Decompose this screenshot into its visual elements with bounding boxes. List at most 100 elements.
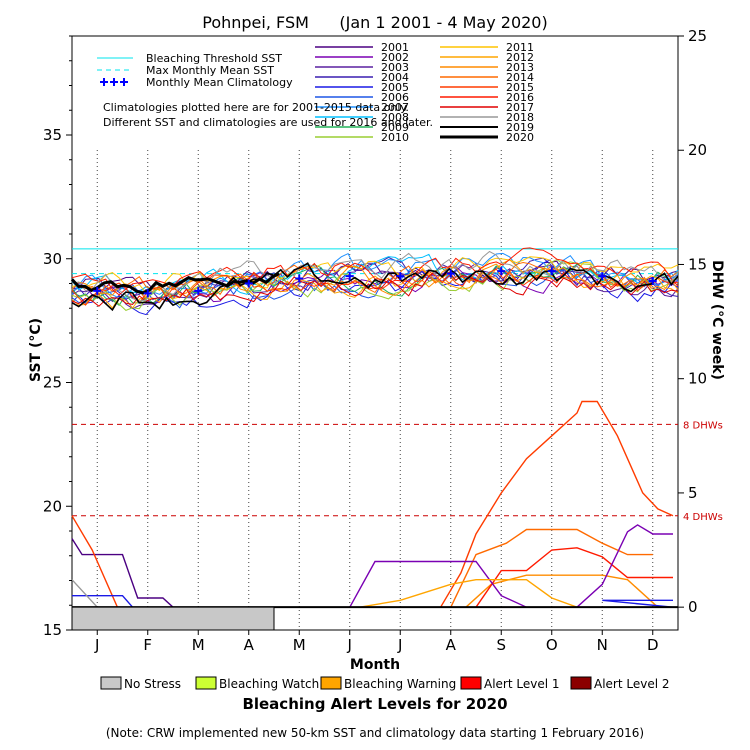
month-tick-label: J: [347, 636, 352, 654]
legend-year-label: 2001: [381, 41, 409, 54]
sst-tick-label: 30: [43, 250, 62, 268]
legend-year-label: 2010: [381, 131, 409, 144]
dhw-line-2018: [71, 579, 673, 608]
sst-line-2018: [71, 250, 679, 302]
month-tick-label: S: [496, 636, 506, 654]
month-grid: [96, 150, 654, 630]
month-tick-label: N: [597, 636, 608, 654]
alert-legend-label: Bleaching Warning: [344, 677, 456, 691]
climatology-marker: [143, 289, 152, 298]
dhw-reference-label: 8 DHWs: [683, 420, 723, 431]
climatology-marker: [497, 267, 506, 276]
month-tick-label: A: [446, 636, 457, 654]
sst-line-2016: [71, 247, 679, 296]
dhw-line-2016: [475, 547, 673, 608]
month-tick-label: M: [192, 636, 205, 654]
alert-segment: [71, 606, 275, 631]
climatology-marker: [648, 277, 657, 286]
sst-tick-label: 15: [43, 621, 62, 639]
climatology-marker: [396, 272, 405, 281]
dhw-line-2015: [71, 400, 674, 608]
legend-year-label: 2019: [506, 121, 534, 134]
alert-legend-label: Alert Level 2: [594, 677, 670, 691]
y-axis-label-left: SST (°C): [28, 318, 44, 382]
dhw-tick-label: 20: [688, 141, 707, 159]
legend-year-label: 2009: [381, 121, 409, 134]
alert-legend-label: Alert Level 1: [484, 677, 560, 691]
climatology-marker: [547, 267, 556, 276]
legend-year-label: 2016: [506, 91, 534, 104]
sst-line-2012: [71, 259, 679, 309]
dhw-series: [71, 400, 674, 608]
alert-legend-swatch: [570, 676, 592, 690]
dhw-line-2013: [465, 574, 673, 608]
dhw-line-2001: [71, 538, 174, 608]
alert-legend-swatch: [320, 676, 342, 690]
month-tick-label: M: [293, 636, 306, 654]
month-tick-label: D: [647, 636, 659, 654]
dhw-tick-label: 0: [688, 598, 698, 616]
climatology-marker: [93, 286, 102, 295]
legend-year-label: 2014: [506, 71, 534, 84]
sst-tick-label: 35: [43, 126, 62, 144]
alert-bar-2020: [71, 606, 678, 631]
climatology-marker: [244, 279, 253, 288]
legend-marker: [110, 78, 118, 86]
chart-title: Pohnpei, FSM (Jan 1 2001 - 4 May 2020): [202, 13, 547, 32]
month-tick-label: A: [244, 636, 255, 654]
dhw-line-2012: [359, 579, 673, 608]
dhw-line-2002: [349, 524, 673, 608]
dhw-tick-label: 10: [688, 370, 707, 388]
legend-label: Monthly Mean Climatology: [146, 76, 293, 89]
legend-year-label: 2017: [506, 101, 534, 114]
y-axis-label-right: DHW (°C week): [709, 260, 725, 380]
sst-series: [70, 247, 679, 316]
alert-legend-swatch: [195, 676, 217, 690]
climatology-marker: [295, 274, 304, 283]
climatology-note-line: Climatologies plotted here are for 2001-…: [103, 101, 409, 114]
sst-line-2014: [71, 261, 679, 296]
alert-legend-label: Bleaching Watch: [219, 677, 319, 691]
dhw-tick-label: 15: [688, 255, 707, 273]
legend-marker: [120, 78, 128, 86]
sst-line-2008: [71, 253, 679, 295]
month-tick-label: O: [546, 636, 558, 654]
alert-level-title: Bleaching Alert Levels for 2020: [242, 695, 507, 713]
sst-line-2019: [71, 262, 679, 312]
climatology-marker: [345, 272, 354, 281]
alert-level-legend: No Stress Bleaching Watch Bleaching Warnin…: [100, 676, 670, 691]
climatology-note-line: Different SST and climatologies are used…: [103, 116, 433, 129]
climatology-markers: [93, 267, 657, 298]
month-tick-label: J: [94, 636, 99, 654]
sst-line-2020: [70, 272, 280, 295]
month-tick-label: J: [397, 636, 402, 654]
legend-year-label: 2020: [506, 131, 534, 144]
alert-legend-label: No Stress: [124, 677, 181, 691]
legend-year-label: 2013: [506, 61, 534, 74]
legend-year-label: 2002: [381, 51, 409, 64]
legend-year-label: 2006: [381, 91, 409, 104]
sst-line-2006: [71, 266, 679, 309]
dhw-tick-label: 25: [688, 27, 707, 45]
data-note: (Note: CRW implemented new 50-km SST and…: [106, 726, 644, 740]
dhw-reference-label: 4 DHWs: [683, 512, 723, 523]
month-tick-label: F: [143, 636, 152, 654]
legend-year-label: 2004: [381, 71, 409, 84]
sst-line-2015: [71, 268, 679, 306]
legend-year-label: 2011: [506, 41, 534, 54]
climatology-marker: [446, 269, 455, 278]
legend-label: Bleaching Threshold SST: [146, 52, 282, 65]
legend-year-label: 2008: [381, 111, 409, 124]
alert-legend-swatch: [460, 676, 482, 690]
legend-year-label: 2015: [506, 81, 534, 94]
legend-marker: [100, 78, 108, 86]
legend-year-label: 2007: [381, 101, 409, 114]
legend-year-label: 2005: [381, 81, 409, 94]
x-axis-label: Month: [350, 657, 400, 673]
sst-tick-label: 25: [43, 374, 62, 392]
sst-tick-label: 20: [43, 497, 62, 515]
climatology-marker: [598, 272, 607, 281]
climatology-marker: [194, 286, 203, 295]
